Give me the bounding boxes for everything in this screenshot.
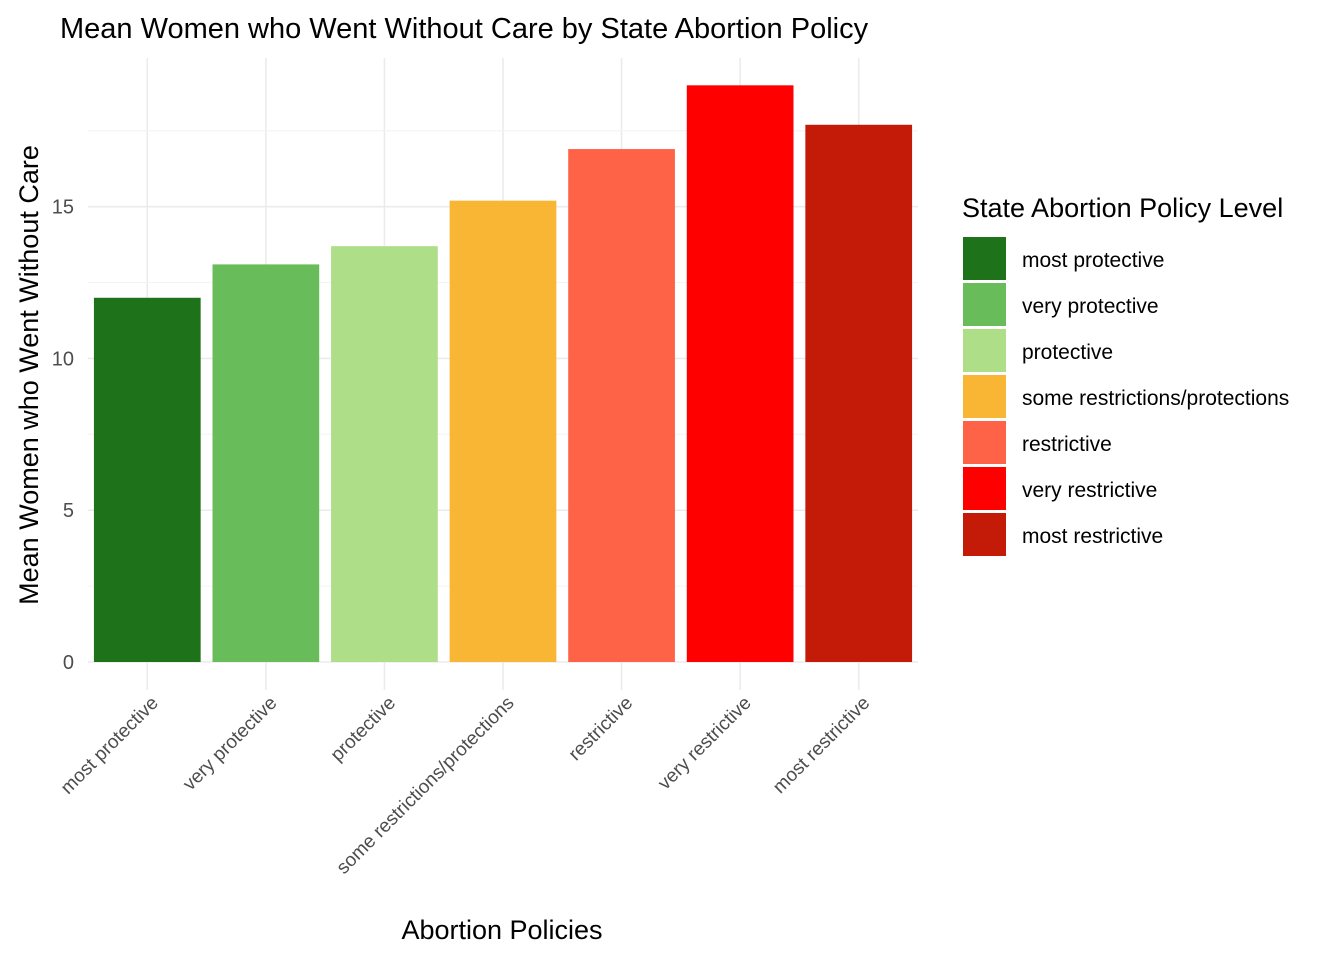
legend: State Abortion Policy Level most protect… [962,193,1289,556]
y-axis-ticks: 0 5 10 15 [52,197,74,674]
bar-protective [331,246,438,662]
chart-title: Mean Women who Went Without Care by Stat… [60,13,869,45]
legend-swatch [963,237,1006,280]
x-tick-label: protective [327,693,400,766]
y-tick-label: 15 [52,197,74,219]
bar-most-restrictive [805,124,913,663]
legend-label: very restrictive [1022,479,1157,502]
bar-very-protective [212,264,320,662]
legend-swatch [963,467,1006,510]
bars [93,85,913,663]
bar-most-protective [93,297,201,662]
legend-label: some restrictions/protections [1022,387,1289,410]
legend-label: most protective [1022,249,1164,272]
x-tick-label: restrictive [565,693,637,765]
legend-swatch [963,421,1006,464]
x-axis-ticks: most protective very protective protective… [57,693,874,879]
y-tick-label: 5 [63,500,74,522]
x-tick-label: very restrictive [654,693,755,794]
bar-very-restrictive [686,85,794,662]
x-tick-label: most protective [57,693,163,799]
legend-label: protective [1022,341,1113,364]
y-axis-title: Mean Women who Went Without Care [14,145,44,605]
legend-swatch [963,375,1006,418]
bar-restrictive [568,149,675,662]
legend-swatch [963,513,1006,556]
y-tick-label: 10 [52,348,74,370]
y-tick-label: 0 [63,652,74,674]
legend-label: restrictive [1022,433,1112,456]
legend-title: State Abortion Policy Level [962,193,1283,223]
x-axis-title: Abortion Policies [401,915,602,945]
legend-swatch [963,283,1006,326]
legend-label: most restrictive [1022,525,1163,548]
legend-label: very protective [1022,295,1159,318]
bar-some-restrictions-protections [449,200,557,662]
legend-swatch [963,329,1006,372]
x-tick-label: very protective [179,693,281,795]
x-tick-label: most restrictive [769,693,874,798]
